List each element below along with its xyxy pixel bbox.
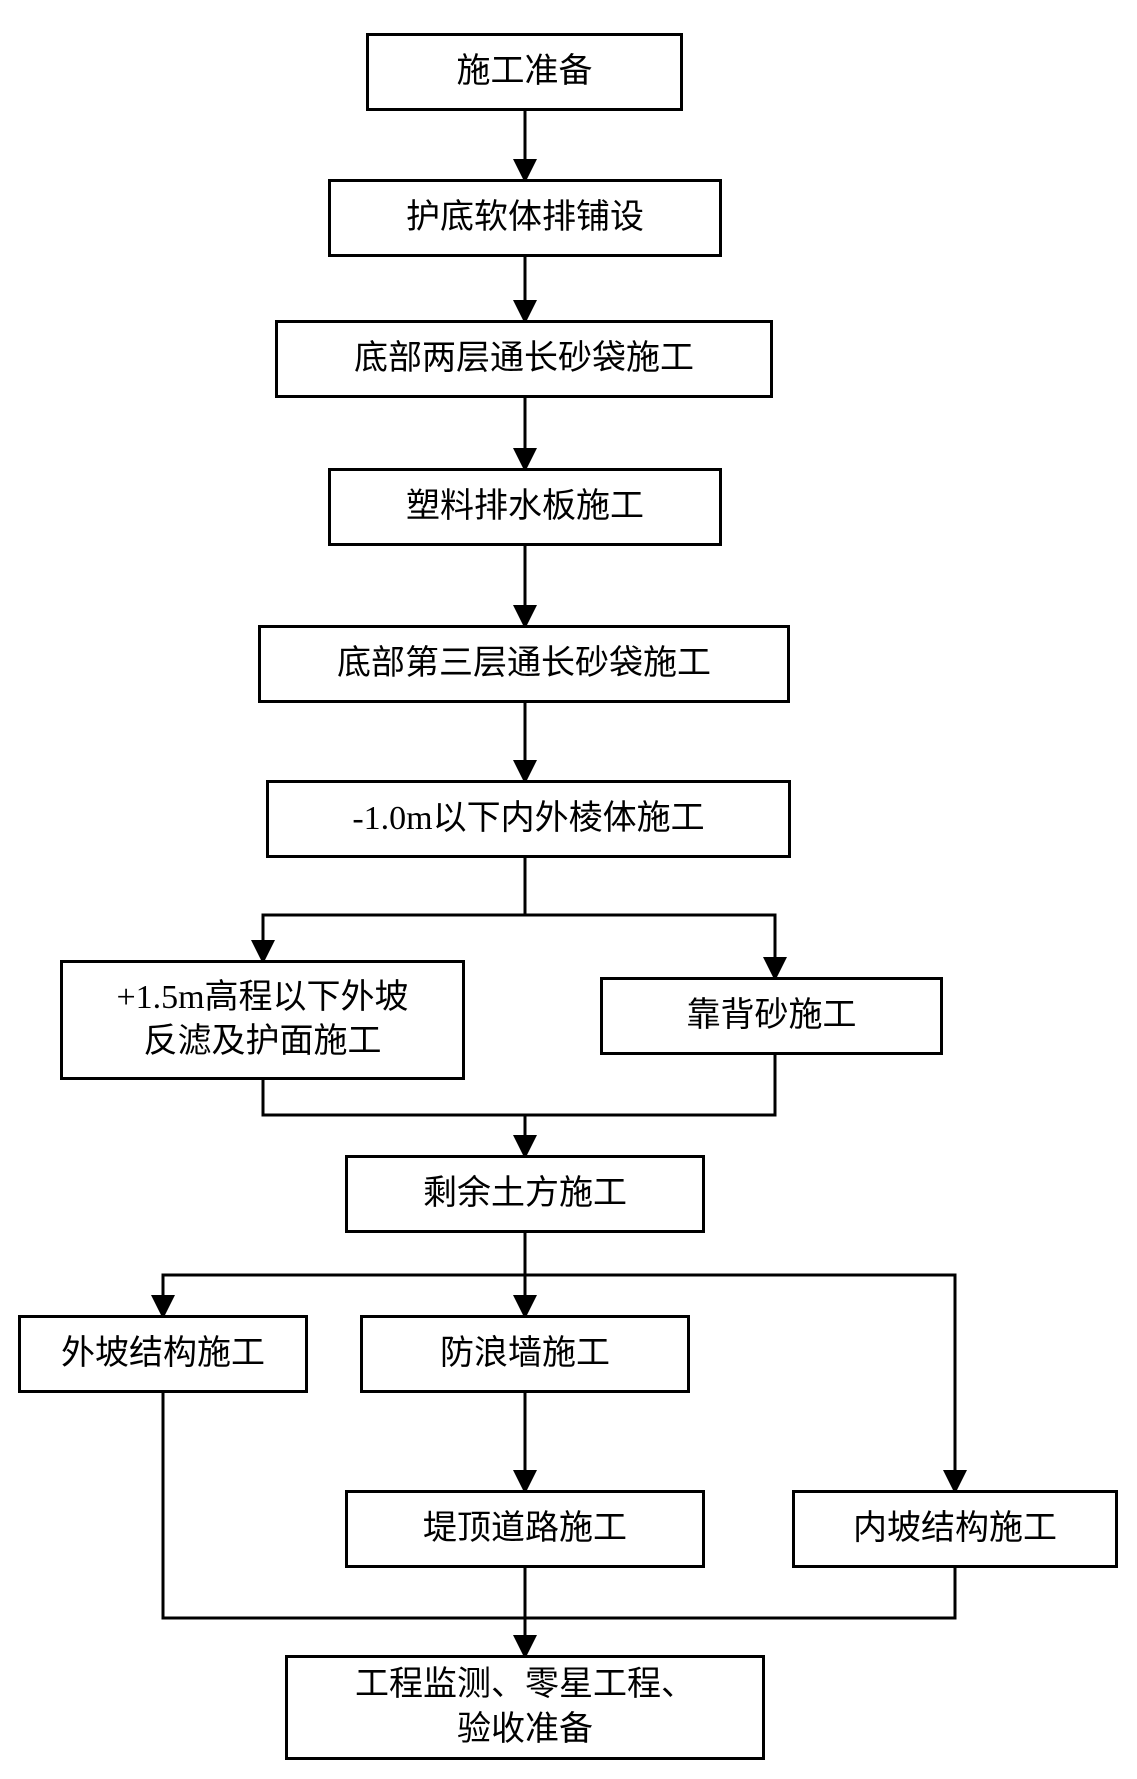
flowchart-node-n10: 外坡结构施工: [18, 1315, 308, 1393]
node-label: 工程监测、零星工程、 验收准备: [355, 1663, 695, 1751]
node-label: 防浪墙施工: [440, 1332, 610, 1376]
edge-split1-n7: [263, 915, 525, 960]
flowchart-node-n2: 护底软体排铺设: [328, 179, 722, 257]
node-label: 底部第三层通长砂袋施工: [337, 642, 711, 686]
flowchart-node-n7: +1.5m高程以下外坡 反滤及护面施工: [60, 960, 465, 1080]
node-label: 外坡结构施工: [61, 1332, 265, 1376]
flowchart-node-n13: 内坡结构施工: [792, 1490, 1118, 1568]
node-label: 塑料排水板施工: [406, 485, 644, 529]
node-label: 护底软体排铺设: [406, 196, 644, 240]
node-label: 堤顶道路施工: [423, 1507, 627, 1551]
flowchart-node-n6: -1.0m以下内外棱体施工: [266, 780, 791, 858]
node-label: 底部两层通长砂袋施工: [354, 337, 694, 381]
flowchart-node-n9: 剩余土方施工: [345, 1155, 705, 1233]
flowchart-canvas: 施工准备护底软体排铺设底部两层通长砂袋施工塑料排水板施工底部第三层通长砂袋施工 -…: [0, 0, 1137, 1779]
node-label: 剩余土方施工: [423, 1172, 627, 1216]
flowchart-node-n11: 防浪墙施工: [360, 1315, 690, 1393]
node-label: 内坡结构施工: [853, 1507, 1057, 1551]
edge-n13-merge2: [525, 1568, 955, 1618]
flowchart-node-n12: 堤顶道路施工: [345, 1490, 705, 1568]
node-label: +1.5m高程以下外坡 反滤及护面施工: [116, 976, 408, 1064]
edge-n8-merge1: [525, 1055, 775, 1115]
flowchart-node-n4: 塑料排水板施工: [328, 468, 722, 546]
node-label: -1.0m以下内外棱体施工: [352, 797, 704, 841]
node-label: 靠背砂施工: [687, 994, 857, 1038]
flowchart-node-n8: 靠背砂施工: [600, 977, 943, 1055]
flowchart-node-n1: 施工准备: [366, 33, 683, 111]
flowchart-node-n14: 工程监测、零星工程、 验收准备: [285, 1655, 765, 1760]
edge-n7-merge1: [263, 1080, 525, 1115]
edge-split1-n8: [525, 915, 775, 977]
node-label: 施工准备: [457, 50, 593, 94]
edge-split2-n10: [163, 1275, 525, 1315]
flowchart-node-n3: 底部两层通长砂袋施工: [275, 320, 773, 398]
flowchart-node-n5: 底部第三层通长砂袋施工: [258, 625, 790, 703]
